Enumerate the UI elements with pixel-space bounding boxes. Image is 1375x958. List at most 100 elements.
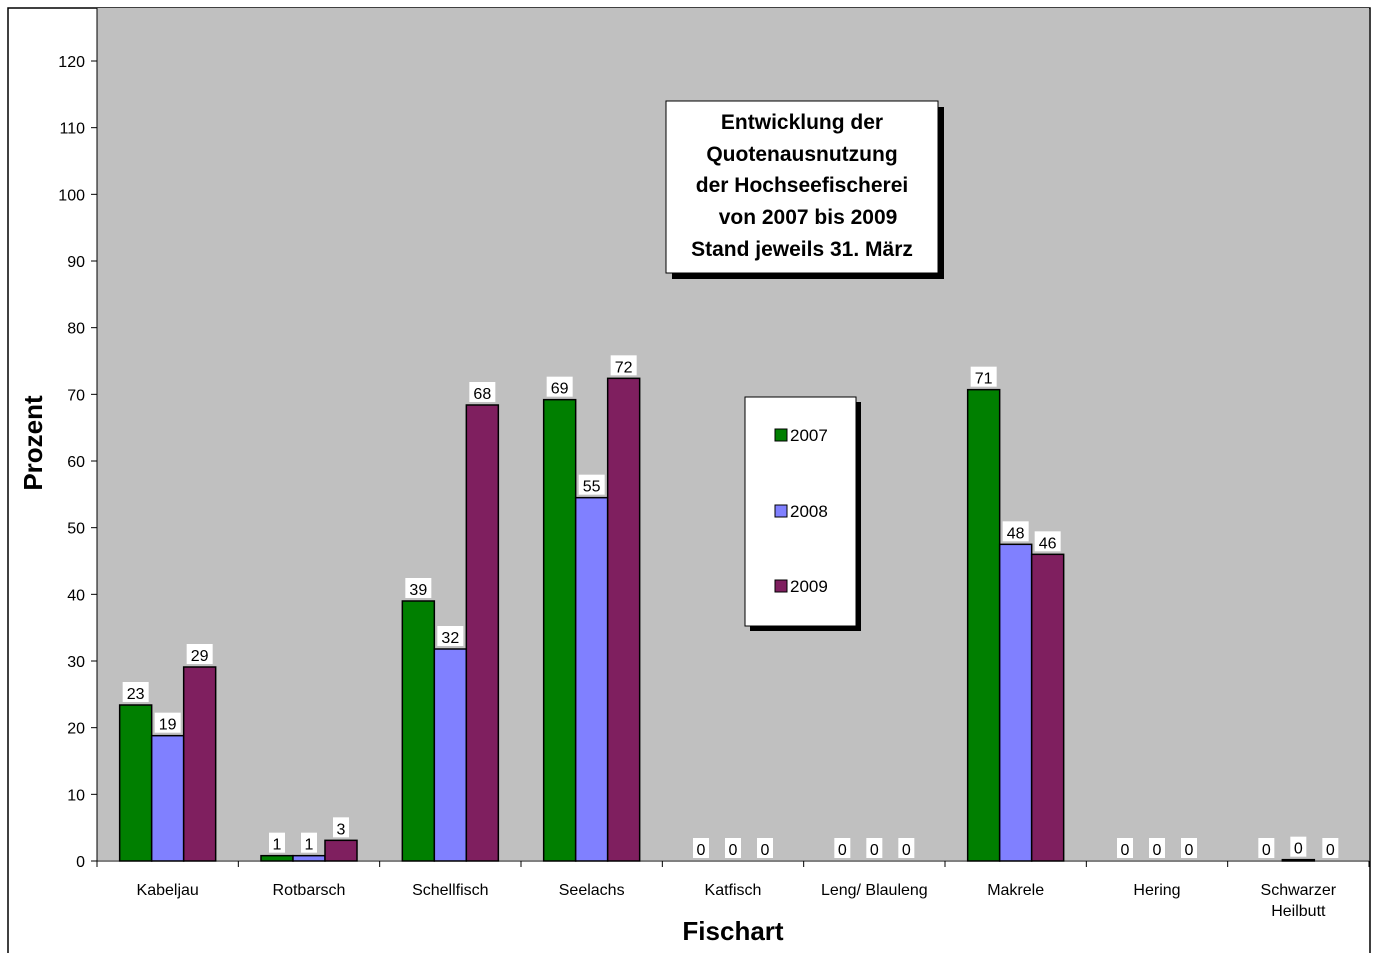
data-label-bg	[1117, 838, 1133, 858]
bar-2008	[1281, 858, 1316, 862]
data-label: 71	[975, 371, 993, 388]
y-tick-label: 10	[67, 787, 85, 804]
chart-title-line-4: von 2007 bis 2009	[719, 206, 898, 229]
chart-title-line-2: Quotenausnutzung	[706, 143, 897, 166]
x-category-label: Schellfisch	[412, 882, 488, 899]
data-label-bg	[405, 578, 432, 598]
bar-series	[118, 377, 1316, 862]
data-label-bg	[1002, 521, 1029, 542]
data-label: 0	[1153, 842, 1162, 859]
x-category-label: Schwarzer	[1261, 882, 1337, 899]
data-label: 0	[697, 842, 706, 859]
bar-2009	[182, 666, 217, 862]
y-tick-label: 100	[58, 187, 85, 204]
data-label-bg	[1034, 531, 1061, 552]
data-label-bg	[970, 366, 997, 387]
data-label-bg	[1322, 838, 1339, 858]
y-tick-label: 60	[67, 454, 85, 471]
data-label-bg	[693, 838, 709, 858]
legend-swatch-2007	[774, 428, 788, 442]
x-category-label: Hering	[1133, 882, 1180, 899]
y-axis-title: Prozent	[18, 395, 48, 491]
legend: 2007 2008 2009	[744, 396, 861, 631]
bar-2007	[966, 388, 1001, 862]
chart-title-box: Entwicklung der Quotenausnutzung der Hoc…	[665, 100, 944, 279]
bar-2007	[542, 398, 577, 862]
y-tick-label: 0	[76, 854, 85, 871]
bar-2009	[606, 377, 641, 862]
data-label-bg	[610, 355, 637, 376]
data-label-bg	[898, 838, 915, 858]
y-tick-label: 120	[58, 54, 85, 71]
data-label: 68	[473, 386, 491, 403]
y-tick-label: 90	[67, 254, 85, 271]
data-label-bg	[186, 644, 213, 664]
data-label: 0	[1185, 842, 1194, 859]
bar-2008	[292, 854, 326, 862]
x-category-label: Katfisch	[705, 882, 762, 899]
x-category-label: Seelachs	[559, 882, 625, 899]
bar-2007	[260, 854, 294, 862]
data-label-bg	[1290, 836, 1307, 857]
data-label: 69	[551, 381, 569, 398]
legend-item-2009: 2009	[774, 577, 828, 596]
data-label-bg	[757, 838, 773, 858]
legend-swatch-2008	[774, 504, 788, 518]
y-tick-label: 20	[67, 721, 85, 738]
data-label-bg	[333, 817, 349, 838]
y-tick-label: 30	[67, 654, 85, 671]
bar-2009	[465, 404, 500, 862]
x-axis-title: Fischart	[682, 916, 783, 946]
data-label-bg	[866, 838, 883, 858]
y-tick-label: 50	[67, 521, 85, 538]
data-label: 32	[441, 630, 459, 647]
bar-2008	[150, 734, 185, 862]
legend-item-2007: 2007	[774, 426, 828, 445]
data-label-bg	[269, 832, 285, 853]
data-label: 19	[159, 717, 177, 734]
data-label: 72	[615, 359, 633, 376]
data-label: 0	[1121, 842, 1130, 859]
bar-2008	[998, 543, 1033, 862]
data-label: 1	[305, 837, 314, 854]
x-category-label: Kabeljau	[137, 882, 199, 899]
data-label: 55	[583, 479, 601, 496]
bar-2007	[401, 600, 436, 862]
legend-label-2008: 2008	[790, 502, 828, 521]
data-label-bg	[154, 712, 181, 733]
data-label: 3	[337, 821, 346, 838]
chart-title-line-1: Entwicklung der	[721, 111, 883, 134]
bar-2009	[1030, 553, 1065, 862]
data-label: 1	[273, 837, 282, 854]
x-axis-ticks: Kabeljau Rotbarsch Schellfisch Seelachs Katf…	[96, 861, 1370, 920]
data-label-bg	[1258, 838, 1275, 858]
x-category-label: Makrele	[987, 882, 1044, 899]
data-label-bg	[834, 838, 851, 858]
data-label: 0	[870, 842, 879, 859]
data-label-bg	[725, 838, 741, 858]
data-label: 46	[1039, 535, 1057, 552]
data-label: 0	[729, 842, 738, 859]
data-label-bg	[1181, 838, 1197, 858]
data-label: 0	[1326, 842, 1335, 859]
data-label-bg	[122, 682, 149, 702]
data-label: 29	[191, 648, 209, 665]
data-label-bg	[469, 382, 496, 402]
y-tick-label: 70	[67, 387, 85, 404]
chart-title-line-3: der Hochseefischerei	[696, 174, 908, 197]
bar-2007	[118, 704, 153, 862]
data-label: 0	[1294, 841, 1303, 858]
x-category-label: Leng/ Blauleng	[821, 882, 928, 899]
data-label: 0	[838, 842, 847, 859]
x-category-label: Rotbarsch	[273, 882, 346, 899]
legend-swatch-2009	[774, 579, 788, 593]
data-label-bg	[437, 626, 464, 646]
data-label-bg	[578, 474, 605, 495]
bar-2009	[324, 839, 358, 862]
x-category-label: Heilbutt	[1271, 903, 1326, 920]
data-label-bg	[301, 832, 317, 853]
data-label: 0	[902, 842, 911, 859]
data-label: 39	[409, 582, 427, 599]
